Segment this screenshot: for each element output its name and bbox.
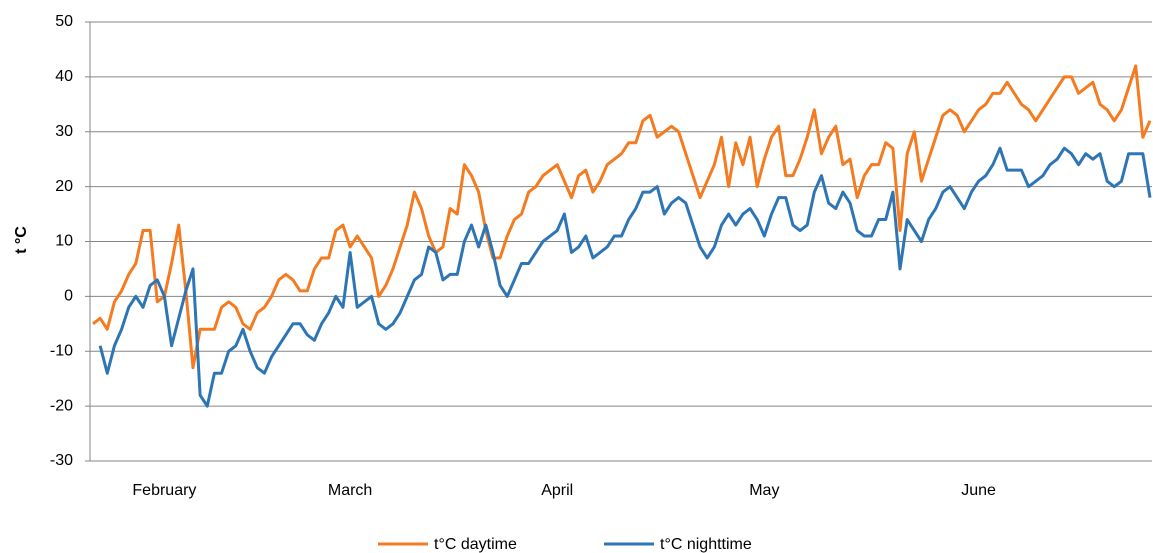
- y-tick-label: 40: [55, 68, 73, 85]
- y-tick-label: 0: [64, 288, 73, 305]
- y-tick-label: 10: [55, 233, 73, 250]
- y-tick-label: -20: [50, 397, 73, 414]
- x-tick-label: March: [328, 482, 372, 499]
- y-axis-title: t °C: [13, 226, 30, 254]
- legend-label: t°C nighttime: [660, 536, 752, 553]
- x-tick-label: February: [132, 482, 196, 499]
- y-tick-label: 30: [55, 123, 73, 140]
- x-tick-label: May: [749, 482, 779, 499]
- data-line: [92, 64, 1152, 370]
- y-tick-label: -30: [50, 452, 73, 469]
- x-tick-label: April: [541, 482, 573, 499]
- y-tick-label: 20: [55, 178, 73, 195]
- data-line: [98, 146, 1152, 408]
- x-tick-label: June: [961, 482, 996, 499]
- legend-label: t°C daytime: [434, 536, 517, 553]
- y-tick-label: -10: [50, 342, 73, 359]
- y-tick-label: 50: [55, 13, 73, 30]
